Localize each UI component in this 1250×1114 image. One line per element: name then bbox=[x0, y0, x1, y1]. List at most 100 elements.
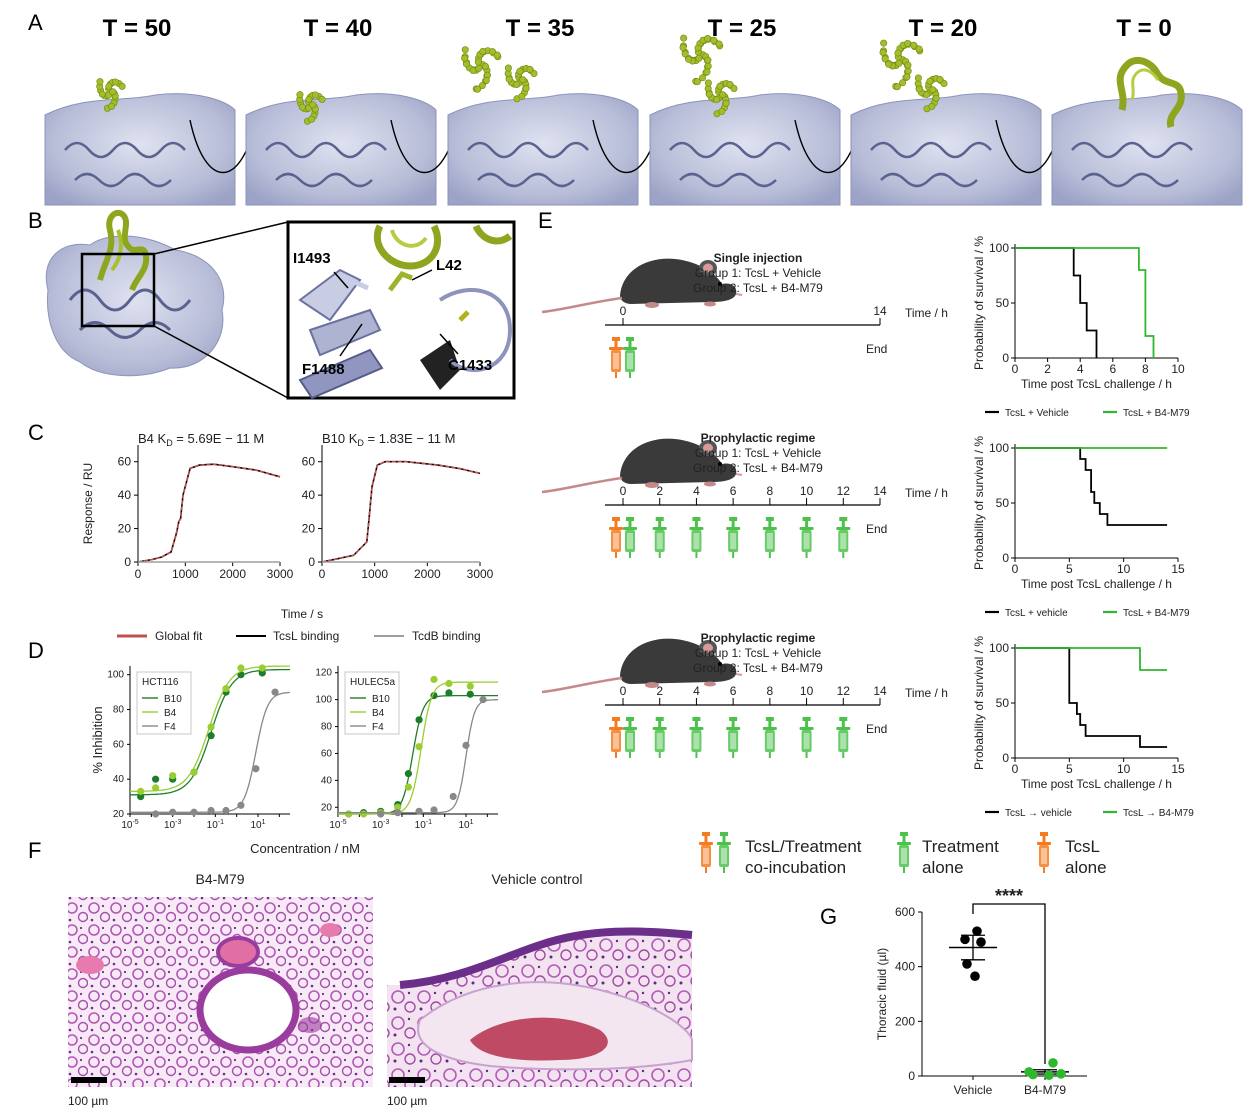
ligand-sphere bbox=[705, 90, 713, 98]
ligand-sphere bbox=[928, 102, 936, 110]
y-tick-label: 0 bbox=[1002, 351, 1009, 365]
c-xlabel: Time / s bbox=[281, 607, 323, 621]
y-tick-label: 0 bbox=[908, 1069, 915, 1083]
ligand-sphere bbox=[914, 74, 922, 82]
x-tick-label: 1000 bbox=[172, 567, 199, 581]
ligand-sphere bbox=[718, 107, 726, 115]
data-point bbox=[377, 810, 385, 818]
ligand-sphere bbox=[929, 86, 937, 94]
panel-e-key: TcsL/Treatment co-incubation Treatment a… bbox=[699, 832, 1107, 877]
timestep-label: T = 20 bbox=[909, 15, 978, 42]
ligand-sphere bbox=[309, 101, 317, 109]
ligand-sphere bbox=[461, 54, 469, 62]
ligand-sphere bbox=[504, 64, 512, 72]
legend-entry: F4 bbox=[164, 722, 176, 733]
x-tick-label: 10-1 bbox=[415, 819, 432, 831]
legend-entry: TcsL + B4-M79 bbox=[1123, 408, 1190, 419]
y-tick-label: 60 bbox=[321, 748, 333, 759]
x-tick-label: 5 bbox=[1066, 562, 1073, 576]
x-tick-label: 10-5 bbox=[121, 819, 138, 831]
legend-entry: B4 bbox=[164, 708, 177, 719]
ligand-sphere bbox=[915, 85, 923, 93]
ligand-sphere bbox=[519, 76, 527, 84]
data-point bbox=[394, 803, 402, 811]
protein-helix bbox=[870, 141, 992, 159]
syringe-treatment bbox=[652, 717, 667, 758]
ligand-sphere bbox=[880, 39, 888, 47]
c-legend-tcsl: TcsL binding bbox=[273, 629, 339, 643]
key-treatment-line1: Treatment bbox=[922, 837, 999, 856]
x-tick-label: 0 bbox=[1012, 762, 1019, 776]
syringe-tcsl bbox=[609, 517, 623, 558]
x-tick-label: 10 bbox=[1171, 362, 1185, 376]
protein-surface bbox=[447, 93, 639, 206]
ligand-sphere bbox=[474, 58, 482, 66]
key-tcsl-line1: TcsL bbox=[1065, 837, 1100, 856]
data-point bbox=[449, 792, 457, 801]
legend-entry: TcsL + Vehicle bbox=[1005, 408, 1069, 419]
y-tick-label: 100 bbox=[989, 441, 1009, 455]
y-tick-label: 60 bbox=[113, 739, 125, 750]
ligand-sphere bbox=[719, 91, 727, 99]
x-tick-label: 3000 bbox=[467, 567, 494, 581]
syringe-treatment bbox=[689, 517, 704, 558]
ligand-helix bbox=[1130, 68, 1160, 101]
x-tick-label: 2000 bbox=[414, 567, 441, 581]
ligand-sphere bbox=[311, 91, 319, 99]
scheme-title: Single injection bbox=[714, 251, 803, 265]
f-right-scale-label: 100 µm bbox=[387, 1094, 427, 1108]
y-axis-label: % Inhibition bbox=[90, 706, 105, 773]
protein-helix bbox=[467, 141, 589, 159]
scheme-title: Prophylactic regime bbox=[701, 631, 816, 645]
ligand-sphere bbox=[526, 65, 534, 73]
data-point bbox=[360, 810, 368, 818]
syringe-treatment bbox=[762, 517, 777, 558]
y-axis-label: Probability of survival / % bbox=[972, 636, 986, 770]
y-tick-label: 100 bbox=[989, 241, 1009, 255]
panel-label-b: B bbox=[28, 208, 43, 233]
data-point bbox=[237, 664, 245, 672]
syringe-tcsl bbox=[609, 337, 623, 378]
x-tick-label: B4-M79 bbox=[1024, 1083, 1066, 1097]
data-point bbox=[415, 716, 423, 724]
end-label: End bbox=[866, 722, 887, 736]
ligand-sphere bbox=[936, 75, 944, 83]
chart-d2-hulec5a: 20 40 60 80 100 120 10-5 10-3 10-1 101 HULEC5a B10 B… bbox=[315, 666, 498, 831]
legend-entry: TcsL + vehicle bbox=[1005, 608, 1068, 619]
scheme-group1: Group 1: TcsL + Vehicle bbox=[695, 646, 822, 660]
x-axis-label: Time post TcsL challenge / h bbox=[1021, 777, 1172, 791]
protein-helix bbox=[477, 172, 575, 188]
data-point bbox=[462, 741, 470, 749]
syringe-treatment bbox=[836, 517, 851, 558]
timeline-tick-label: 4 bbox=[693, 484, 700, 498]
x-tick-label: 0 bbox=[1012, 362, 1019, 376]
x-tick-label: 8 bbox=[1142, 362, 1149, 376]
x-tick-label: 6 bbox=[1109, 362, 1116, 376]
ligand-sphere bbox=[923, 91, 931, 99]
timestep-label: T = 40 bbox=[304, 15, 373, 42]
x-tick-label: 4 bbox=[1077, 362, 1084, 376]
legend-entry: TcsL + B4-M79 bbox=[1123, 608, 1190, 619]
x-tick-label: 15 bbox=[1171, 562, 1185, 576]
timeline-label: Time / h bbox=[905, 306, 948, 320]
ligand-sphere bbox=[475, 64, 483, 72]
timeline-tick-label: 12 bbox=[837, 684, 851, 698]
legend-box bbox=[136, 671, 192, 735]
data-point bbox=[252, 765, 260, 773]
legend-box bbox=[344, 671, 400, 735]
timestep-label: T = 0 bbox=[1116, 15, 1171, 42]
ligand-sphere bbox=[489, 48, 497, 56]
x-tick-label: 0 bbox=[135, 567, 142, 581]
data-point bbox=[152, 775, 160, 783]
timeline-tick-label: 2 bbox=[656, 484, 663, 498]
ligand-sphere bbox=[108, 102, 116, 110]
y-tick-label: 80 bbox=[113, 705, 125, 716]
ligand-sphere bbox=[704, 56, 712, 64]
y-tick-label: 0 bbox=[308, 555, 315, 569]
ligand-sphere bbox=[704, 35, 712, 43]
protein-surface bbox=[245, 93, 437, 206]
y-tick-label: 40 bbox=[118, 488, 132, 502]
ligand-sphere bbox=[461, 46, 469, 54]
